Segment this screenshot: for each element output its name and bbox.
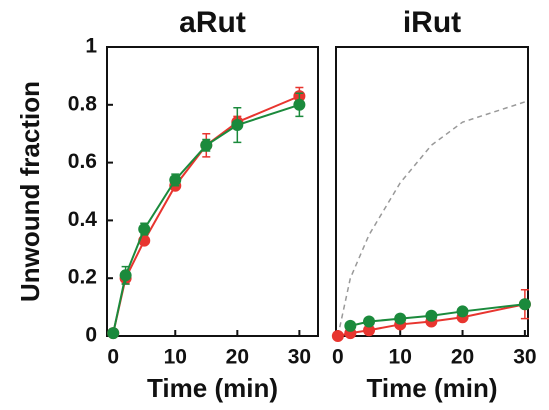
x-axis-label: Time (min) bbox=[147, 373, 278, 403]
data-point bbox=[119, 269, 132, 282]
fit-line bbox=[350, 303, 525, 327]
data-point bbox=[107, 327, 120, 340]
data-point bbox=[394, 312, 407, 325]
y-tick-label: 0.6 bbox=[68, 150, 97, 173]
y-tick-label: 0.4 bbox=[68, 208, 98, 231]
panel-title: aRut bbox=[179, 6, 246, 39]
x-tick-label: 0 bbox=[332, 346, 344, 369]
x-tick-label: 30 bbox=[513, 346, 536, 369]
x-tick-label: 10 bbox=[164, 346, 187, 369]
x-tick-label: 10 bbox=[389, 346, 412, 369]
data-point bbox=[331, 330, 344, 342]
x-axis-label: Time (min) bbox=[367, 373, 498, 403]
x-tick-label: 0 bbox=[107, 346, 119, 369]
plot-frame bbox=[106, 46, 319, 337]
reference-curve bbox=[337, 101, 526, 337]
data-point bbox=[425, 309, 438, 322]
data-point bbox=[293, 98, 306, 111]
x-tick-label: 30 bbox=[288, 346, 311, 369]
data-point bbox=[344, 319, 357, 332]
plot-frame bbox=[335, 46, 529, 337]
fit-line bbox=[112, 95, 300, 334]
data-point bbox=[363, 315, 376, 328]
x-tick-label: 20 bbox=[226, 346, 249, 369]
data-point bbox=[518, 298, 531, 311]
y-tick-label: 0 bbox=[85, 324, 97, 347]
y-tick-label: 1 bbox=[85, 35, 97, 58]
x-tick-label: 20 bbox=[451, 346, 474, 369]
y-axis-label: Unwound fraction bbox=[15, 81, 45, 302]
data-point bbox=[231, 119, 244, 132]
data-point bbox=[456, 305, 469, 318]
panel-title: iRut bbox=[403, 6, 461, 39]
data-point bbox=[200, 139, 213, 152]
data-point bbox=[363, 324, 376, 337]
data-point bbox=[169, 173, 182, 186]
y-tick-label: 0.2 bbox=[68, 266, 97, 289]
y-tick-label: 0.8 bbox=[68, 92, 98, 115]
data-point bbox=[138, 223, 151, 236]
